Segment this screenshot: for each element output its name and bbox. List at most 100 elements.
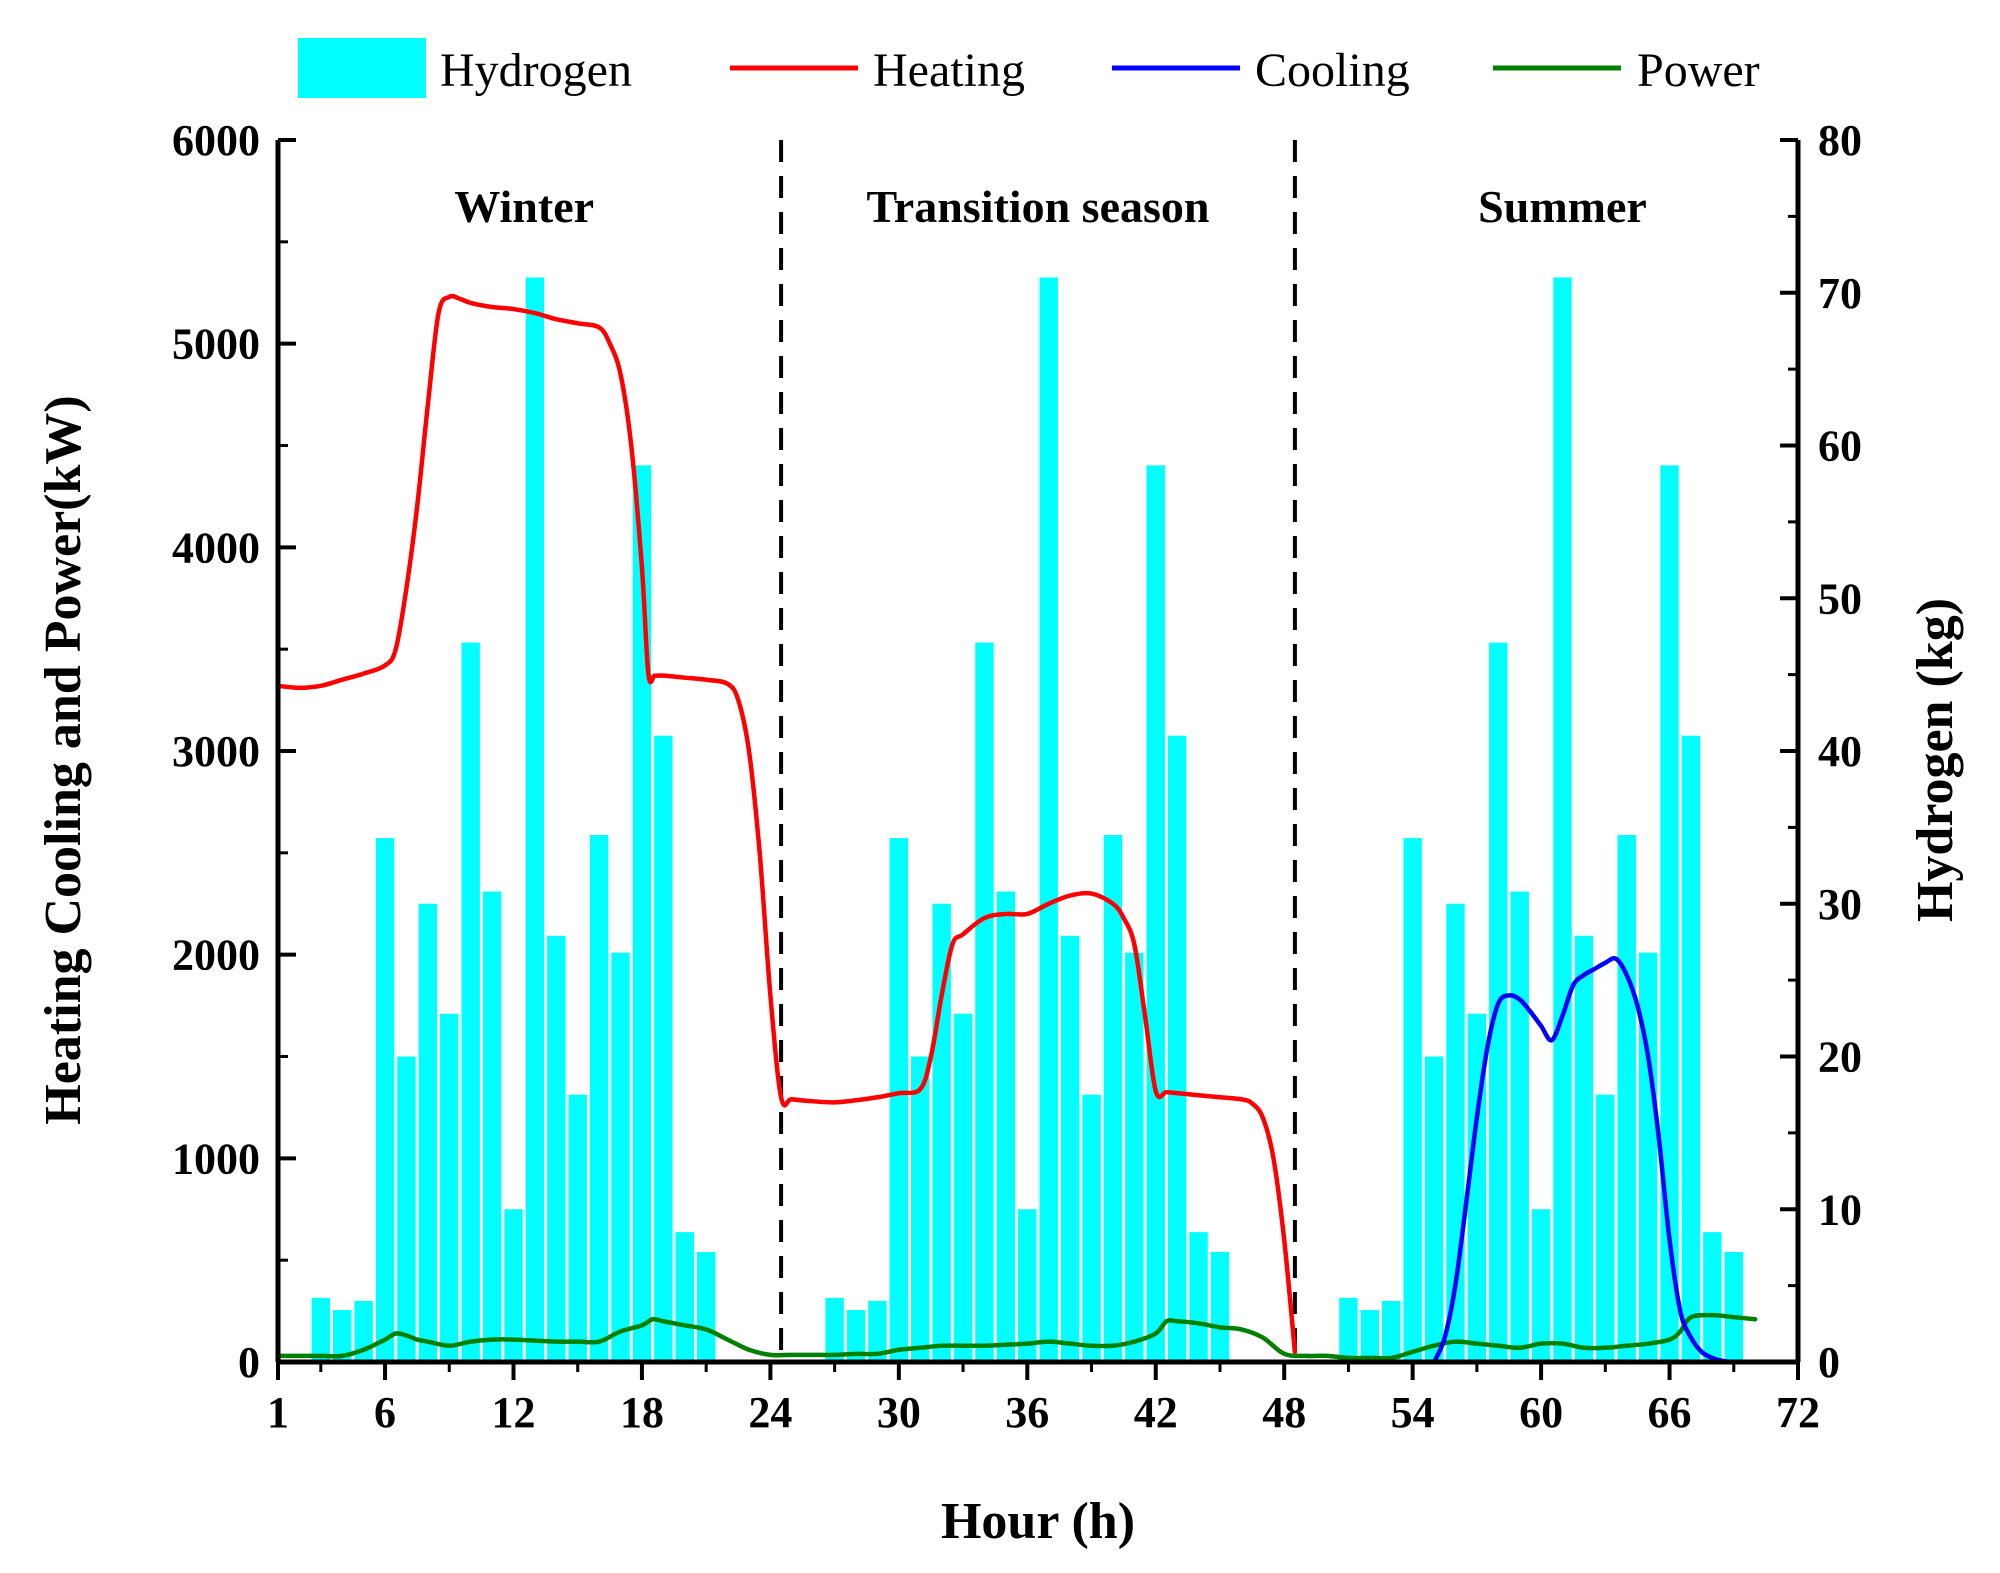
y-axis-left-title: Heating Cooling and Power(kW): [35, 395, 92, 1124]
hydrogen-bar: [953, 1013, 973, 1362]
hydrogen-bar: [1467, 1013, 1487, 1362]
hydrogen-bar: [1531, 1209, 1551, 1362]
season-label-winter: Winter: [454, 181, 594, 232]
legend-label-hydrogen: Hydrogen: [440, 44, 632, 97]
hydrogen-bar: [311, 1297, 331, 1362]
hydrogen-bar: [1189, 1232, 1208, 1362]
hydrogen-bar: [1039, 277, 1058, 1363]
y-left-tick-label: 6000: [172, 116, 260, 165]
legend-swatch-hydrogen: [298, 38, 426, 98]
hydrogen-bar: [1638, 952, 1658, 1362]
hydrogen-bar: [996, 891, 1016, 1362]
heating-line: [275, 293, 1298, 1355]
x-tick-label: 42: [1134, 1388, 1178, 1437]
hydrogen-bar: [461, 642, 480, 1362]
power-line: [275, 1312, 1758, 1361]
hydrogen-bar: [1103, 835, 1123, 1362]
legend-label-cooling: Cooling: [1255, 44, 1410, 97]
y-left-tick-label: 0: [238, 1338, 260, 1387]
hydrogen-bar: [504, 1209, 523, 1362]
hydrogen-bar: [1660, 465, 1679, 1362]
x-tick-label: 66: [1648, 1388, 1692, 1437]
y-left-tick-label: 1000: [172, 1134, 260, 1183]
season-label-summer: Summer: [1478, 181, 1647, 232]
hydrogen-bar: [975, 642, 994, 1362]
hydrogen-bar: [1146, 465, 1165, 1362]
hydrogen-bar: [418, 903, 438, 1362]
y-right-tick-label: 60: [1818, 422, 1862, 471]
x-tick-label: 72: [1776, 1388, 1820, 1437]
hydrogen-bar: [1360, 1310, 1380, 1362]
hydrogen-bar: [1082, 1094, 1101, 1362]
hydrogen-bar: [568, 1094, 587, 1362]
hydrogen-bar: [1167, 735, 1187, 1362]
x-tick-label: 48: [1262, 1388, 1306, 1437]
hydrogen-bar: [1125, 952, 1144, 1362]
y-axis-right-title: Hydrogen (kg): [1907, 598, 1964, 922]
hydrogen-bar: [696, 1252, 716, 1362]
hydrogen-bar: [1339, 1297, 1358, 1362]
x-tick-label: 12: [491, 1388, 535, 1437]
hydrogen-bar: [825, 1297, 844, 1362]
season-labels: Winter Transition season Summer: [454, 181, 1646, 232]
hydrogen-bar: [889, 838, 909, 1362]
hydrogen-bar: [333, 1310, 352, 1362]
y-left-tick-label: 4000: [172, 523, 260, 572]
hydrogen-bar: [525, 277, 545, 1363]
hydrogen-bar: [911, 1056, 930, 1362]
season-dividers: [779, 140, 1297, 1362]
y-right-tick-label: 20: [1818, 1033, 1862, 1082]
x-tick-label: 60: [1519, 1388, 1563, 1437]
hydrogen-bar: [1060, 935, 1080, 1362]
x-tick-label: 1: [267, 1388, 289, 1437]
series-lines: [275, 293, 1758, 1365]
hydrogen-bar: [1574, 935, 1594, 1362]
hydrogen-bar: [675, 1232, 694, 1362]
legend-label-power: Power: [1637, 44, 1760, 97]
hydrogen-bar: [611, 952, 630, 1362]
hydrogen-bar: [547, 935, 566, 1362]
x-tick-label: 54: [1391, 1388, 1435, 1437]
y-right-tick-label: 10: [1818, 1185, 1862, 1234]
hydrogen-bar: [482, 891, 502, 1362]
x-tick-label: 18: [620, 1388, 664, 1437]
legend: Hydrogen Heating Cooling Power: [298, 38, 1760, 98]
y-left-tick-label: 2000: [172, 931, 260, 980]
hydrogen-bar: [632, 465, 652, 1362]
y-right-tick-label: 80: [1818, 116, 1862, 165]
hydrogen-bar: [1510, 891, 1529, 1362]
y-right-tick-label: 70: [1818, 269, 1862, 318]
hydrogen-bar: [1724, 1252, 1743, 1362]
y-right-tick-label: 30: [1818, 880, 1862, 929]
hydrogen-bar: [589, 835, 609, 1362]
tick-labels: 1 6 12 18 24 30 36 42 48 54 60 66 720100020003000400…: [172, 116, 1862, 1437]
hydrogen-bar: [1382, 1300, 1401, 1362]
hydrogen-bar: [440, 1013, 459, 1362]
y-left-tick-label: 5000: [172, 320, 260, 369]
y-right-tick-label: 50: [1818, 574, 1862, 623]
hydrogen-bar: [1403, 838, 1422, 1362]
hydrogen-bar: [397, 1056, 416, 1362]
hydrogen-bar: [1018, 1209, 1037, 1362]
x-axis-title: Hour (h): [941, 1493, 1135, 1550]
hydrogen-bar: [1681, 735, 1701, 1362]
y-right-tick-label: 0: [1818, 1338, 1840, 1387]
hydrogen-bar: [654, 735, 673, 1362]
hydrogen-bar: [1424, 1056, 1444, 1362]
season-label-transition-season: Transition season: [867, 181, 1210, 232]
y-left-tick-label: 3000: [172, 727, 260, 776]
cooling-line: [1431, 956, 1747, 1365]
x-tick-label: 6: [374, 1388, 396, 1437]
y-right-tick-label: 40: [1818, 727, 1862, 776]
hydrogen-bar: [1703, 1232, 1722, 1362]
hydrogen-bar: [1210, 1252, 1230, 1362]
x-tick-label: 30: [877, 1388, 921, 1437]
hydrogen-bar: [1596, 1094, 1615, 1362]
axes: [275, 138, 1801, 1380]
hydrogen-bars: [311, 277, 1743, 1363]
x-tick-label: 24: [748, 1388, 792, 1437]
legend-label-heating: Heating: [873, 44, 1025, 97]
hydrogen-bar: [1617, 835, 1636, 1362]
